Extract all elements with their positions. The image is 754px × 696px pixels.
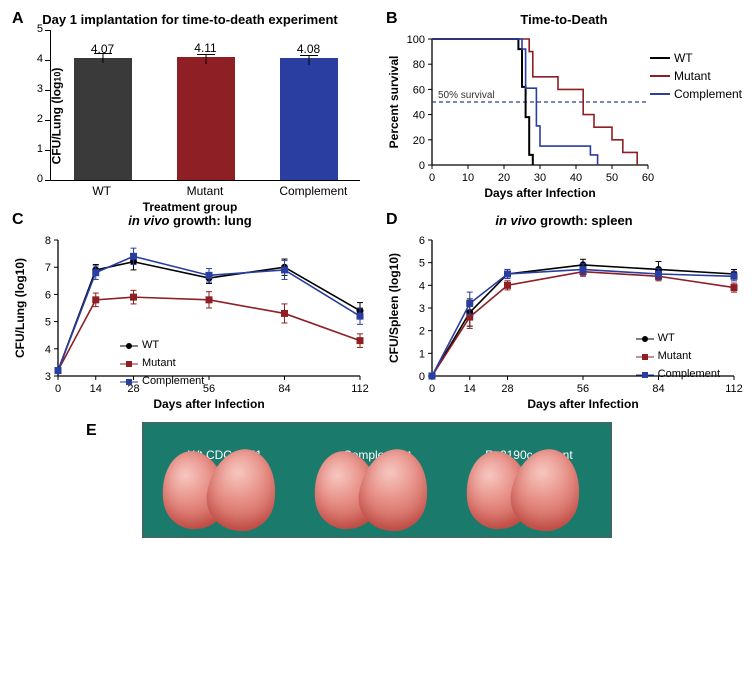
panel-d: D in vivo growth: spleen 012345601428568… (384, 211, 744, 412)
lung-photo: Wt CDC 1551 (150, 445, 300, 533)
svg-text:14: 14 (90, 383, 102, 395)
svg-text:30: 30 (534, 172, 546, 184)
bar-complement: 4.08 (280, 42, 338, 180)
bar-wt: 4.07 (74, 42, 132, 180)
svg-text:3: 3 (419, 303, 425, 315)
svg-text:50: 50 (606, 172, 618, 184)
legend-item: Mutant (636, 348, 720, 366)
bar-category-label: Complement (279, 184, 337, 198)
panel-e-photo: Wt CDC 1551ComplementRv2190c mutant (142, 422, 612, 538)
panel-b: B Time-to-Death 0 20 40 60 80 100 0 10 20 30 40 50 6… (384, 10, 744, 201)
legend-item: WT (636, 330, 720, 348)
panel-d-title: in vivo growth: spleen (384, 213, 744, 228)
svg-text:0: 0 (419, 160, 425, 172)
panel-a-chart: CFU/Lung (log10) 012345 4.074.114.08 WTM… (10, 31, 370, 201)
panel-a-title: Day 1 implantation for time-to-death exp… (10, 12, 370, 27)
panel-d-label: D (386, 211, 398, 229)
svg-text:80: 80 (413, 59, 425, 71)
panel-d-chart: 0123456014285684112Days after InfectionC… (384, 232, 744, 412)
legend-item: Mutant (650, 67, 742, 85)
lung-photo: Rv2190c mutant (454, 445, 604, 533)
legend-item: Complement (650, 85, 742, 103)
svg-text:0: 0 (55, 383, 61, 395)
svg-text:28: 28 (501, 383, 513, 395)
legend-item: Complement (120, 373, 204, 391)
legend-item: WT (650, 49, 742, 67)
svg-text:6: 6 (45, 289, 51, 301)
svg-text:112: 112 (725, 383, 743, 395)
svg-text:4: 4 (419, 280, 425, 292)
panel-b-title: Time-to-Death (384, 12, 744, 27)
bar-value-label: 4.08 (297, 42, 320, 56)
bar-value-label: 4.11 (194, 41, 216, 55)
svg-text:20: 20 (498, 172, 510, 184)
svg-text:6: 6 (419, 235, 425, 247)
svg-text:Days after Infection: Days after Infection (153, 397, 264, 411)
panel-b-label: B (386, 10, 398, 28)
svg-text:Days after Infection: Days after Infection (484, 186, 595, 200)
svg-text:10: 10 (462, 172, 474, 184)
legend-item: Complement (636, 366, 720, 384)
svg-text:56: 56 (577, 383, 589, 395)
svg-text:1: 1 (419, 348, 425, 360)
bar-mutant: 4.11 (177, 41, 235, 180)
panel-c: C in vivo growth: lung 34567801428568411… (10, 211, 370, 412)
svg-text:7: 7 (45, 262, 51, 274)
panel-e-label: E (86, 422, 97, 440)
bar-category-label: Mutant (176, 184, 234, 198)
panel-c-label: C (12, 211, 24, 229)
svg-text:60: 60 (413, 84, 425, 96)
panel-c-legend: WTMutantComplement (120, 337, 204, 391)
svg-text:8: 8 (45, 235, 51, 247)
svg-text:14: 14 (464, 383, 476, 395)
lung-photo: Complement (302, 445, 452, 533)
svg-text:100: 100 (407, 34, 425, 46)
svg-text:Percent survival: Percent survival (387, 56, 401, 149)
svg-text:20: 20 (413, 135, 425, 147)
svg-text:2: 2 (419, 326, 425, 338)
svg-text:0: 0 (429, 172, 435, 184)
panel-c-title: in vivo growth: lung (10, 213, 370, 228)
panel-b-legend: WTMutantComplement (650, 49, 742, 103)
svg-text:3: 3 (45, 371, 51, 383)
svg-text:Days after Infection: Days after Infection (527, 397, 638, 411)
svg-text:0: 0 (419, 371, 425, 383)
svg-text:84: 84 (278, 383, 290, 395)
panel-a-label: A (12, 10, 24, 28)
panel-d-legend: WTMutantComplement (636, 330, 720, 384)
svg-text:5: 5 (419, 258, 425, 270)
svg-text:0: 0 (429, 383, 435, 395)
svg-text:CFU/Spleen (log10): CFU/Spleen (log10) (387, 253, 401, 363)
bar-category-label: WT (73, 184, 131, 198)
svg-text:50% survival: 50% survival (438, 90, 495, 101)
panel-e: E Wt CDC 1551ComplementRv2190c mutant (10, 422, 744, 538)
svg-text:CFU/Lung (log10): CFU/Lung (log10) (13, 258, 27, 358)
svg-text:56: 56 (203, 383, 215, 395)
svg-text:40: 40 (413, 110, 425, 122)
svg-text:84: 84 (652, 383, 664, 395)
svg-text:4: 4 (45, 344, 51, 356)
panel-a: A Day 1 implantation for time-to-death e… (10, 10, 370, 201)
svg-text:60: 60 (642, 172, 654, 184)
legend-item: Mutant (120, 355, 204, 373)
svg-text:112: 112 (351, 383, 369, 395)
svg-text:40: 40 (570, 172, 582, 184)
svg-text:5: 5 (45, 317, 51, 329)
legend-item: WT (120, 337, 204, 355)
